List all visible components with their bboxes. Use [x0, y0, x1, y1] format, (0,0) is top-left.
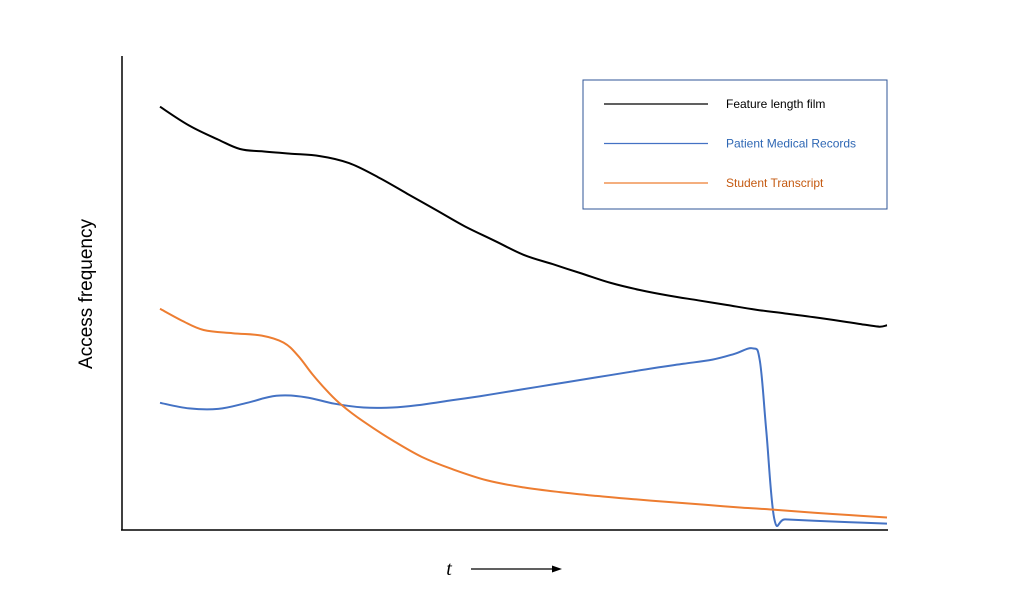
- series-line-feature-length-film: [159, 105, 888, 328]
- legend-box: [582, 79, 888, 210]
- series-layer: [159, 105, 888, 527]
- series-line-patient-medical-records: [159, 347, 888, 527]
- x-axis-arrowhead: [552, 565, 562, 573]
- legend-entries: Feature length film Patient Medical Recor…: [604, 97, 856, 190]
- axes: [121, 56, 888, 531]
- series-line-student-transcript: [159, 307, 888, 519]
- legend-entry-feature-length-film: Feature length film: [604, 97, 825, 111]
- legend-label-student-transcript: Student Transcript: [726, 176, 824, 190]
- x-axis-label-group: t: [446, 558, 562, 580]
- y-axis-label: Access frequency: [76, 219, 97, 369]
- legend-entry-student-transcript: Student Transcript: [604, 176, 824, 190]
- x-axis-label: t: [446, 558, 452, 580]
- legend: Feature length film Patient Medical Recor…: [582, 79, 888, 210]
- legend-entry-patient-medical-records: Patient Medical Records: [604, 137, 856, 151]
- legend-label-feature-length-film: Feature length film: [726, 97, 825, 111]
- legend-label-patient-medical-records: Patient Medical Records: [726, 137, 856, 151]
